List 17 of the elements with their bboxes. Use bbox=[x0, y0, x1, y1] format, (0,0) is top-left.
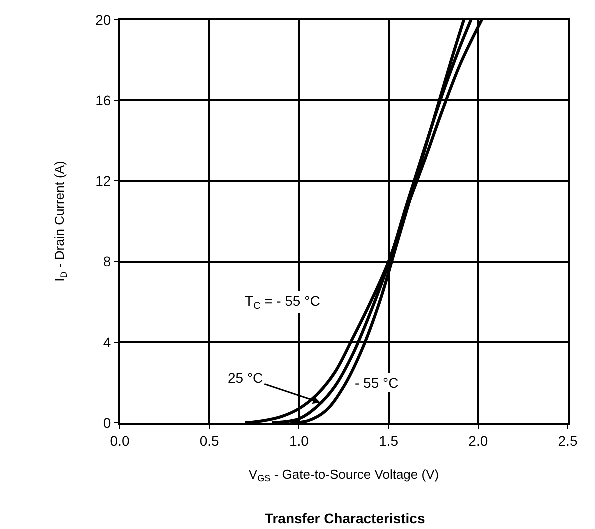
text: Transfer Characteristics bbox=[264, 510, 426, 527]
x-tick-label: 0.0 bbox=[110, 432, 130, 449]
x-tick-label: 2.5 bbox=[558, 432, 578, 449]
annotation: T$_{C}$ = - 55 °C bbox=[245, 293, 320, 312]
y-tick-label: 20 bbox=[96, 12, 112, 28]
annotation: 25 °C bbox=[228, 370, 264, 386]
annotation: - 55 °C bbox=[355, 375, 399, 391]
y-tick-label: 0 bbox=[103, 414, 112, 431]
y-tick-label: 16 bbox=[96, 92, 112, 108]
y-tick-label: 12 bbox=[96, 173, 112, 190]
x-tick-label: 1.0 bbox=[289, 432, 310, 449]
x-tick-label: 0.5 bbox=[200, 432, 220, 449]
y-tick-label: 4 bbox=[103, 334, 112, 350]
x-tick-label: 2.0 bbox=[468, 432, 488, 449]
y-tick-label: 8 bbox=[103, 254, 112, 270]
x-tick-label: 1.5 bbox=[379, 432, 399, 449]
x-axis-title: V$_{GS}$ - Gate-to-Source Voltage (V) bbox=[248, 466, 440, 484]
